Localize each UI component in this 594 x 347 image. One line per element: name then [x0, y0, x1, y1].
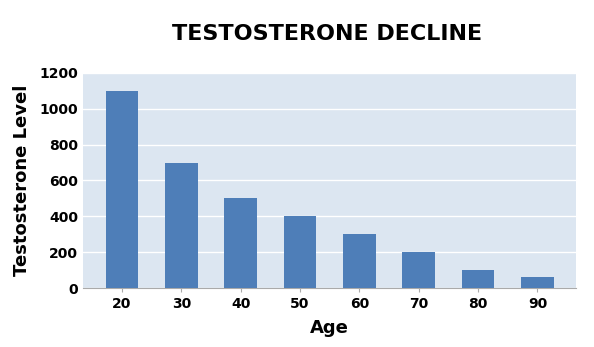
Bar: [521, 277, 554, 288]
Bar: [165, 162, 198, 288]
Bar: [106, 91, 138, 288]
Bar: [343, 234, 375, 288]
Bar: [284, 216, 317, 288]
Bar: [225, 198, 257, 288]
Text: TESTOSTERONE DECLINE: TESTOSTERONE DECLINE: [172, 24, 482, 44]
X-axis label: Age: Age: [310, 319, 349, 337]
Bar: [462, 270, 494, 288]
Bar: [402, 252, 435, 288]
Y-axis label: Testosterone Level: Testosterone Level: [13, 85, 31, 276]
